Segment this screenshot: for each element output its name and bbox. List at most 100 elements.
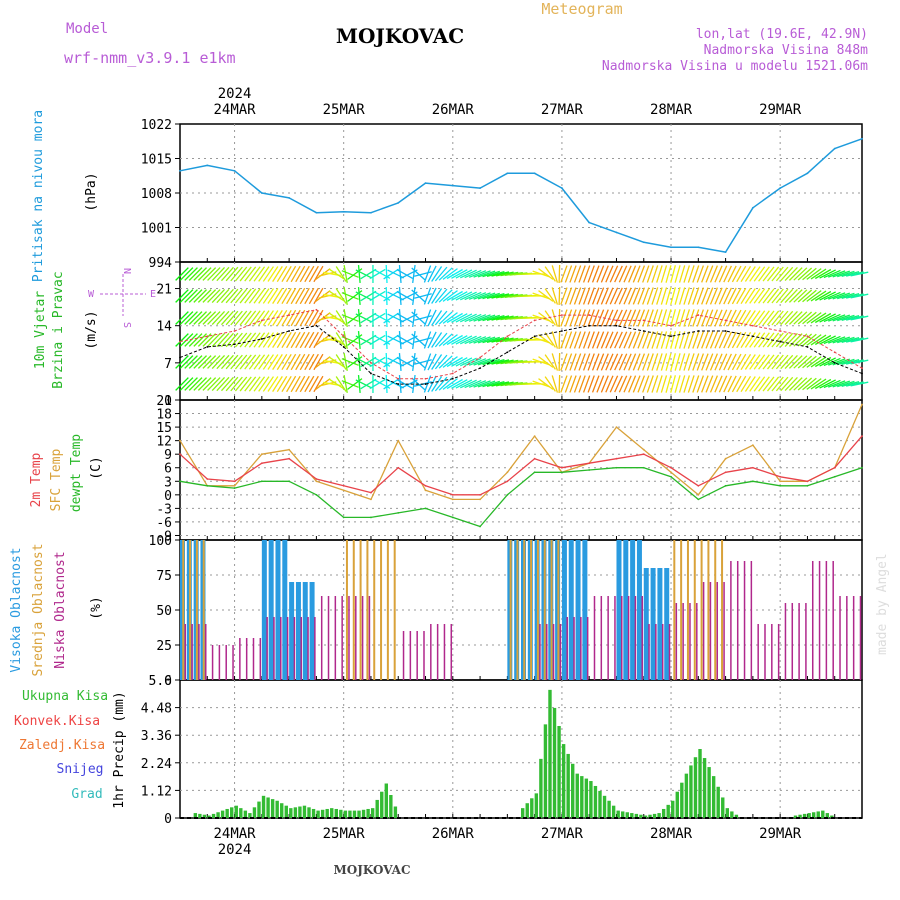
precip-bar [225,808,229,818]
precip-bar [684,773,689,818]
wind-arrow [398,352,402,372]
temp-2m-line-point [533,457,536,460]
wind-arrow [427,265,437,283]
wind-arrow [560,309,568,327]
wind-arrow [674,375,681,393]
wind-arrow [646,375,654,393]
wind-arrow [258,354,270,370]
wind-arrow [396,313,413,323]
wind-arrow [605,309,614,327]
wind-speed-line-point [260,338,263,340]
wind-arrow [749,332,761,348]
cloud-bar-low [559,624,562,680]
temp-2m-line-point [697,484,700,487]
cloud-bar-mid [707,540,710,680]
wind-arrow [355,269,373,279]
precip-bar [634,813,639,818]
cloud-bar-mid [700,540,703,680]
wind-arrow [628,331,637,349]
wind-arrow [605,265,614,283]
wind-arrow [495,293,514,299]
wind-arrow [383,356,400,368]
wind-arrow [451,269,468,279]
wind-arrow [802,311,817,325]
wind-arrow [758,354,770,370]
wind-arrow [355,313,373,323]
precip-bar [248,813,252,818]
cloud-bar-low [286,617,289,680]
temp-2m-line-point [861,435,863,438]
temp-2m-legend: 2m Temp [29,452,44,507]
cloud-bar-low [668,624,671,680]
wind-arrow [714,331,723,349]
wind-arrow [723,265,732,283]
wind-arrow [262,332,274,348]
wind-arrow [823,379,841,389]
precip-bar [598,790,602,818]
precip-bar [589,781,593,818]
cloud-bar-low [430,624,432,680]
wind-arrow [845,293,864,299]
wind-arrow [788,311,803,325]
wind-gust-line-point [370,361,372,364]
cloud-bar-low [307,617,309,680]
wind-arrow [614,375,623,393]
wind-arrow [810,268,827,280]
cloud-bar-low [716,582,719,680]
dewpoint-line-point [288,480,291,483]
wind-arrow [573,353,582,371]
wind-arrow [731,375,742,393]
wind-arrow [486,293,505,299]
wind-arrow [665,353,672,371]
wind-arrow [558,374,561,394]
wind-arrow [788,267,803,281]
wind-arrow [460,313,477,323]
wind-arrow [670,265,676,283]
precip-bar [602,795,607,818]
wind-arrow [775,288,789,304]
wind-arrow [651,375,659,393]
precip-bar [243,810,248,818]
wind-arrow [486,381,505,387]
wind-gust-line-point [561,314,563,316]
wind-arrow [230,310,243,326]
pressure-line-point [179,169,181,172]
wind-arrow [731,265,742,283]
wind-arrow [482,270,500,278]
wind-arrow [220,266,234,282]
temp-2m-line-point [424,484,427,487]
wind-arrow [642,287,650,305]
pressure-line-point [397,201,400,204]
wind-arrow [343,331,348,349]
wind-arrow [596,287,605,305]
cloud-bar-low [232,645,234,680]
wind-arrow [609,287,619,305]
sfc-temp-line-point [533,435,536,438]
wind-arrow [369,312,386,324]
wind-arrow [211,311,226,325]
wind-arrow [701,265,709,283]
wind-arrow [455,291,473,301]
cloud-bar-low [702,582,705,680]
wind-arrow [810,356,827,368]
wind-arrow [216,376,230,392]
pressure-line-point [724,251,727,254]
wind-arrow [495,337,514,343]
wind-arrow [784,355,798,369]
wind-arrow [385,352,388,372]
cloud-bar-low [696,603,698,680]
wind-arrow [841,381,860,387]
wind-arrow [438,267,453,281]
cloud-bar-high [309,582,315,680]
wind-arrow [438,355,453,369]
wind-arrow [744,376,756,392]
wind-arrow [632,353,641,371]
temp-2m-line-point [833,466,836,469]
wind-arrow [771,266,784,282]
precip-bar [330,808,334,818]
wind-arrow [207,311,221,325]
wind-arrow [248,266,261,282]
wind-arrow [434,354,448,370]
pressure-line-point [561,187,563,189]
wind-arrow [464,291,482,301]
